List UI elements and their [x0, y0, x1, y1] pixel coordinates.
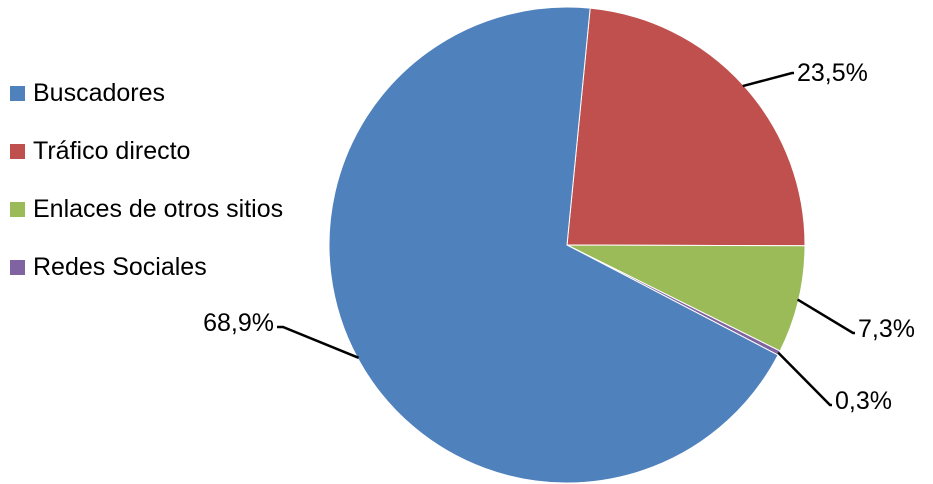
- data-labels: 68,9% 23,5% 7,3% 0,3%: [203, 59, 915, 415]
- leader-line-trafico-directo: [742, 71, 794, 88]
- legend-item-redes-sociales: Redes Sociales: [10, 252, 283, 282]
- legend-swatch-trafico-directo: [10, 143, 25, 159]
- legend-item-trafico-directo: Tráfico directo: [10, 136, 283, 166]
- data-label-buscadores: 68,9%: [203, 309, 274, 337]
- legend-item-buscadores: Buscadores: [10, 78, 283, 108]
- leader-line-enlaces-de-otros-sitios: [796, 298, 855, 335]
- data-label-redes-sociales: 0,3%: [835, 387, 892, 415]
- legend-swatch-buscadores: [10, 85, 25, 101]
- legend-label-enlaces: Enlaces de otros sitios: [33, 194, 284, 223]
- chart-legend: Buscadores Tráfico directo Enlaces de ot…: [10, 78, 283, 310]
- legend-swatch-enlaces: [10, 201, 25, 217]
- leader-line-buscadores: [277, 325, 360, 359]
- data-label-trafico-directo: 23,5%: [797, 59, 868, 87]
- leader-lines: [277, 71, 855, 407]
- pie-slice-trafico-directo: [566, 7, 806, 247]
- data-label-enlaces-de-otros-sitios: 7,3%: [858, 315, 915, 343]
- leader-line-redes-sociales: [777, 351, 832, 407]
- legend-item-enlaces: Enlaces de otros sitios: [10, 194, 283, 224]
- legend-label-trafico-directo: Tráfico directo: [33, 136, 191, 165]
- legend-label-redes-sociales: Redes Sociales: [33, 252, 207, 281]
- legend-swatch-redes-sociales: [10, 259, 25, 275]
- legend-label-buscadores: Buscadores: [33, 78, 166, 107]
- pie-slices: [328, 6, 806, 484]
